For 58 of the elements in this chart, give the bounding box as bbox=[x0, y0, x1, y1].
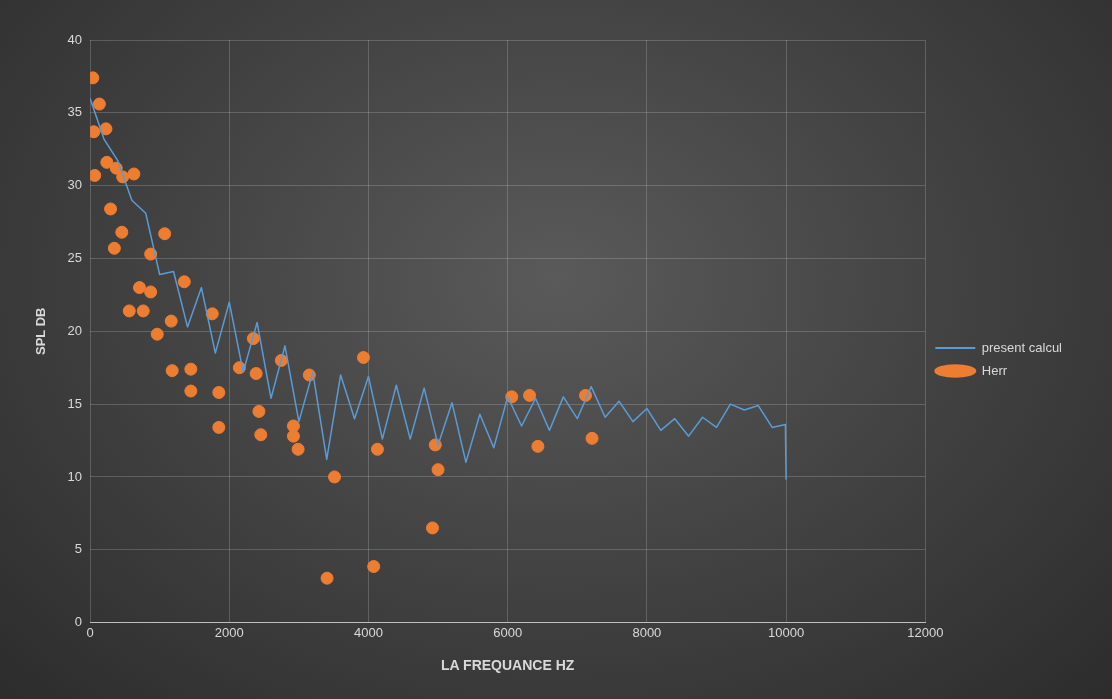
point bbox=[252, 404, 266, 418]
point bbox=[92, 97, 106, 111]
point bbox=[249, 367, 263, 381]
legend-label: present calcul bbox=[981, 339, 1063, 355]
point bbox=[150, 327, 164, 341]
x-tick-label: 8000 bbox=[632, 624, 662, 640]
point bbox=[356, 351, 370, 365]
x-tick-label: 6000 bbox=[493, 624, 523, 640]
legend-label: Herr bbox=[981, 362, 1008, 378]
point bbox=[523, 388, 537, 402]
point bbox=[184, 384, 198, 398]
point bbox=[90, 168, 102, 182]
point bbox=[254, 428, 268, 442]
y-tick-label: 25 bbox=[67, 250, 83, 266]
point bbox=[132, 281, 146, 295]
y-tick-label: 0 bbox=[74, 614, 83, 630]
point bbox=[127, 167, 141, 181]
point bbox=[205, 307, 219, 321]
point bbox=[585, 431, 599, 445]
point bbox=[158, 227, 172, 241]
point bbox=[104, 202, 118, 216]
point bbox=[99, 122, 113, 136]
x-tick-label: 4000 bbox=[354, 624, 383, 640]
point bbox=[367, 560, 381, 574]
point bbox=[122, 304, 136, 318]
point bbox=[165, 364, 179, 378]
y-tick-label: 40 bbox=[67, 31, 83, 47]
x-axis-title: LA FREQUANCE HZ bbox=[441, 657, 575, 674]
y-tick-label: 35 bbox=[67, 104, 83, 120]
y-axis-title: SPL DB bbox=[33, 307, 49, 356]
point bbox=[431, 463, 445, 477]
y-tick-label: 5 bbox=[74, 541, 83, 557]
point bbox=[291, 442, 305, 456]
point bbox=[164, 314, 178, 328]
point bbox=[115, 225, 129, 239]
y-tick-label: 30 bbox=[67, 177, 83, 193]
point bbox=[177, 275, 191, 289]
point bbox=[286, 429, 300, 443]
y-tick-label: 15 bbox=[67, 395, 83, 411]
x-tick-label: 10000 bbox=[768, 624, 805, 640]
point bbox=[320, 571, 334, 585]
point bbox=[370, 442, 384, 456]
point bbox=[136, 304, 150, 318]
point bbox=[144, 285, 158, 299]
point bbox=[184, 362, 198, 376]
x-tick-label: 2000 bbox=[214, 624, 244, 640]
point bbox=[107, 241, 121, 255]
point bbox=[212, 420, 226, 434]
point bbox=[212, 385, 226, 399]
point bbox=[426, 521, 440, 535]
x-tick-label: 12000 bbox=[907, 624, 944, 640]
point bbox=[286, 419, 300, 433]
y-tick-label: 10 bbox=[67, 468, 83, 484]
point bbox=[100, 155, 114, 169]
y-tick-label: 20 bbox=[67, 322, 83, 338]
x-tick-label: 0 bbox=[86, 624, 94, 640]
point bbox=[531, 439, 545, 453]
point bbox=[328, 470, 341, 484]
